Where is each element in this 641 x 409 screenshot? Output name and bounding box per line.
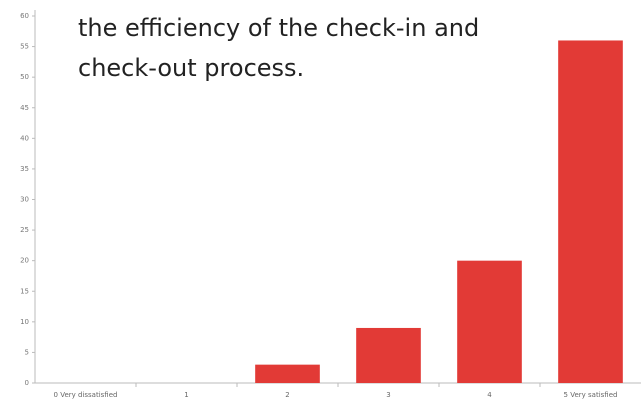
y-tick-label: 25 <box>20 226 29 234</box>
x-tick-label: 4 <box>487 391 492 399</box>
y-tick-label: 20 <box>20 257 29 265</box>
bar <box>356 327 421 383</box>
y-tick-label: 30 <box>20 196 29 204</box>
y-tick-label: 40 <box>20 134 29 142</box>
y-tick-label: 10 <box>20 318 29 326</box>
bar <box>255 364 320 383</box>
y-tick-label: 60 <box>20 12 29 20</box>
x-tick-label: 5 Very satisfied <box>563 391 618 399</box>
y-tick-label: 55 <box>20 43 29 51</box>
x-tick-label: 0 Very dissatisfied <box>53 391 118 399</box>
y-tick-label: 15 <box>20 287 29 295</box>
y-tick-label: 0 <box>25 379 29 387</box>
x-tick-label: 2 <box>285 391 290 399</box>
y-tick-label: 5 <box>25 348 29 356</box>
y-tick-label: 35 <box>20 165 29 173</box>
bar <box>558 40 623 383</box>
chart-title: the efficiency of the check-in and check… <box>78 14 480 82</box>
y-tick-label: 45 <box>20 104 29 112</box>
x-tick-label: 1 <box>184 391 189 399</box>
bar <box>457 260 522 383</box>
y-tick-label: 50 <box>20 73 29 81</box>
x-tick-label: 3 <box>386 391 391 399</box>
